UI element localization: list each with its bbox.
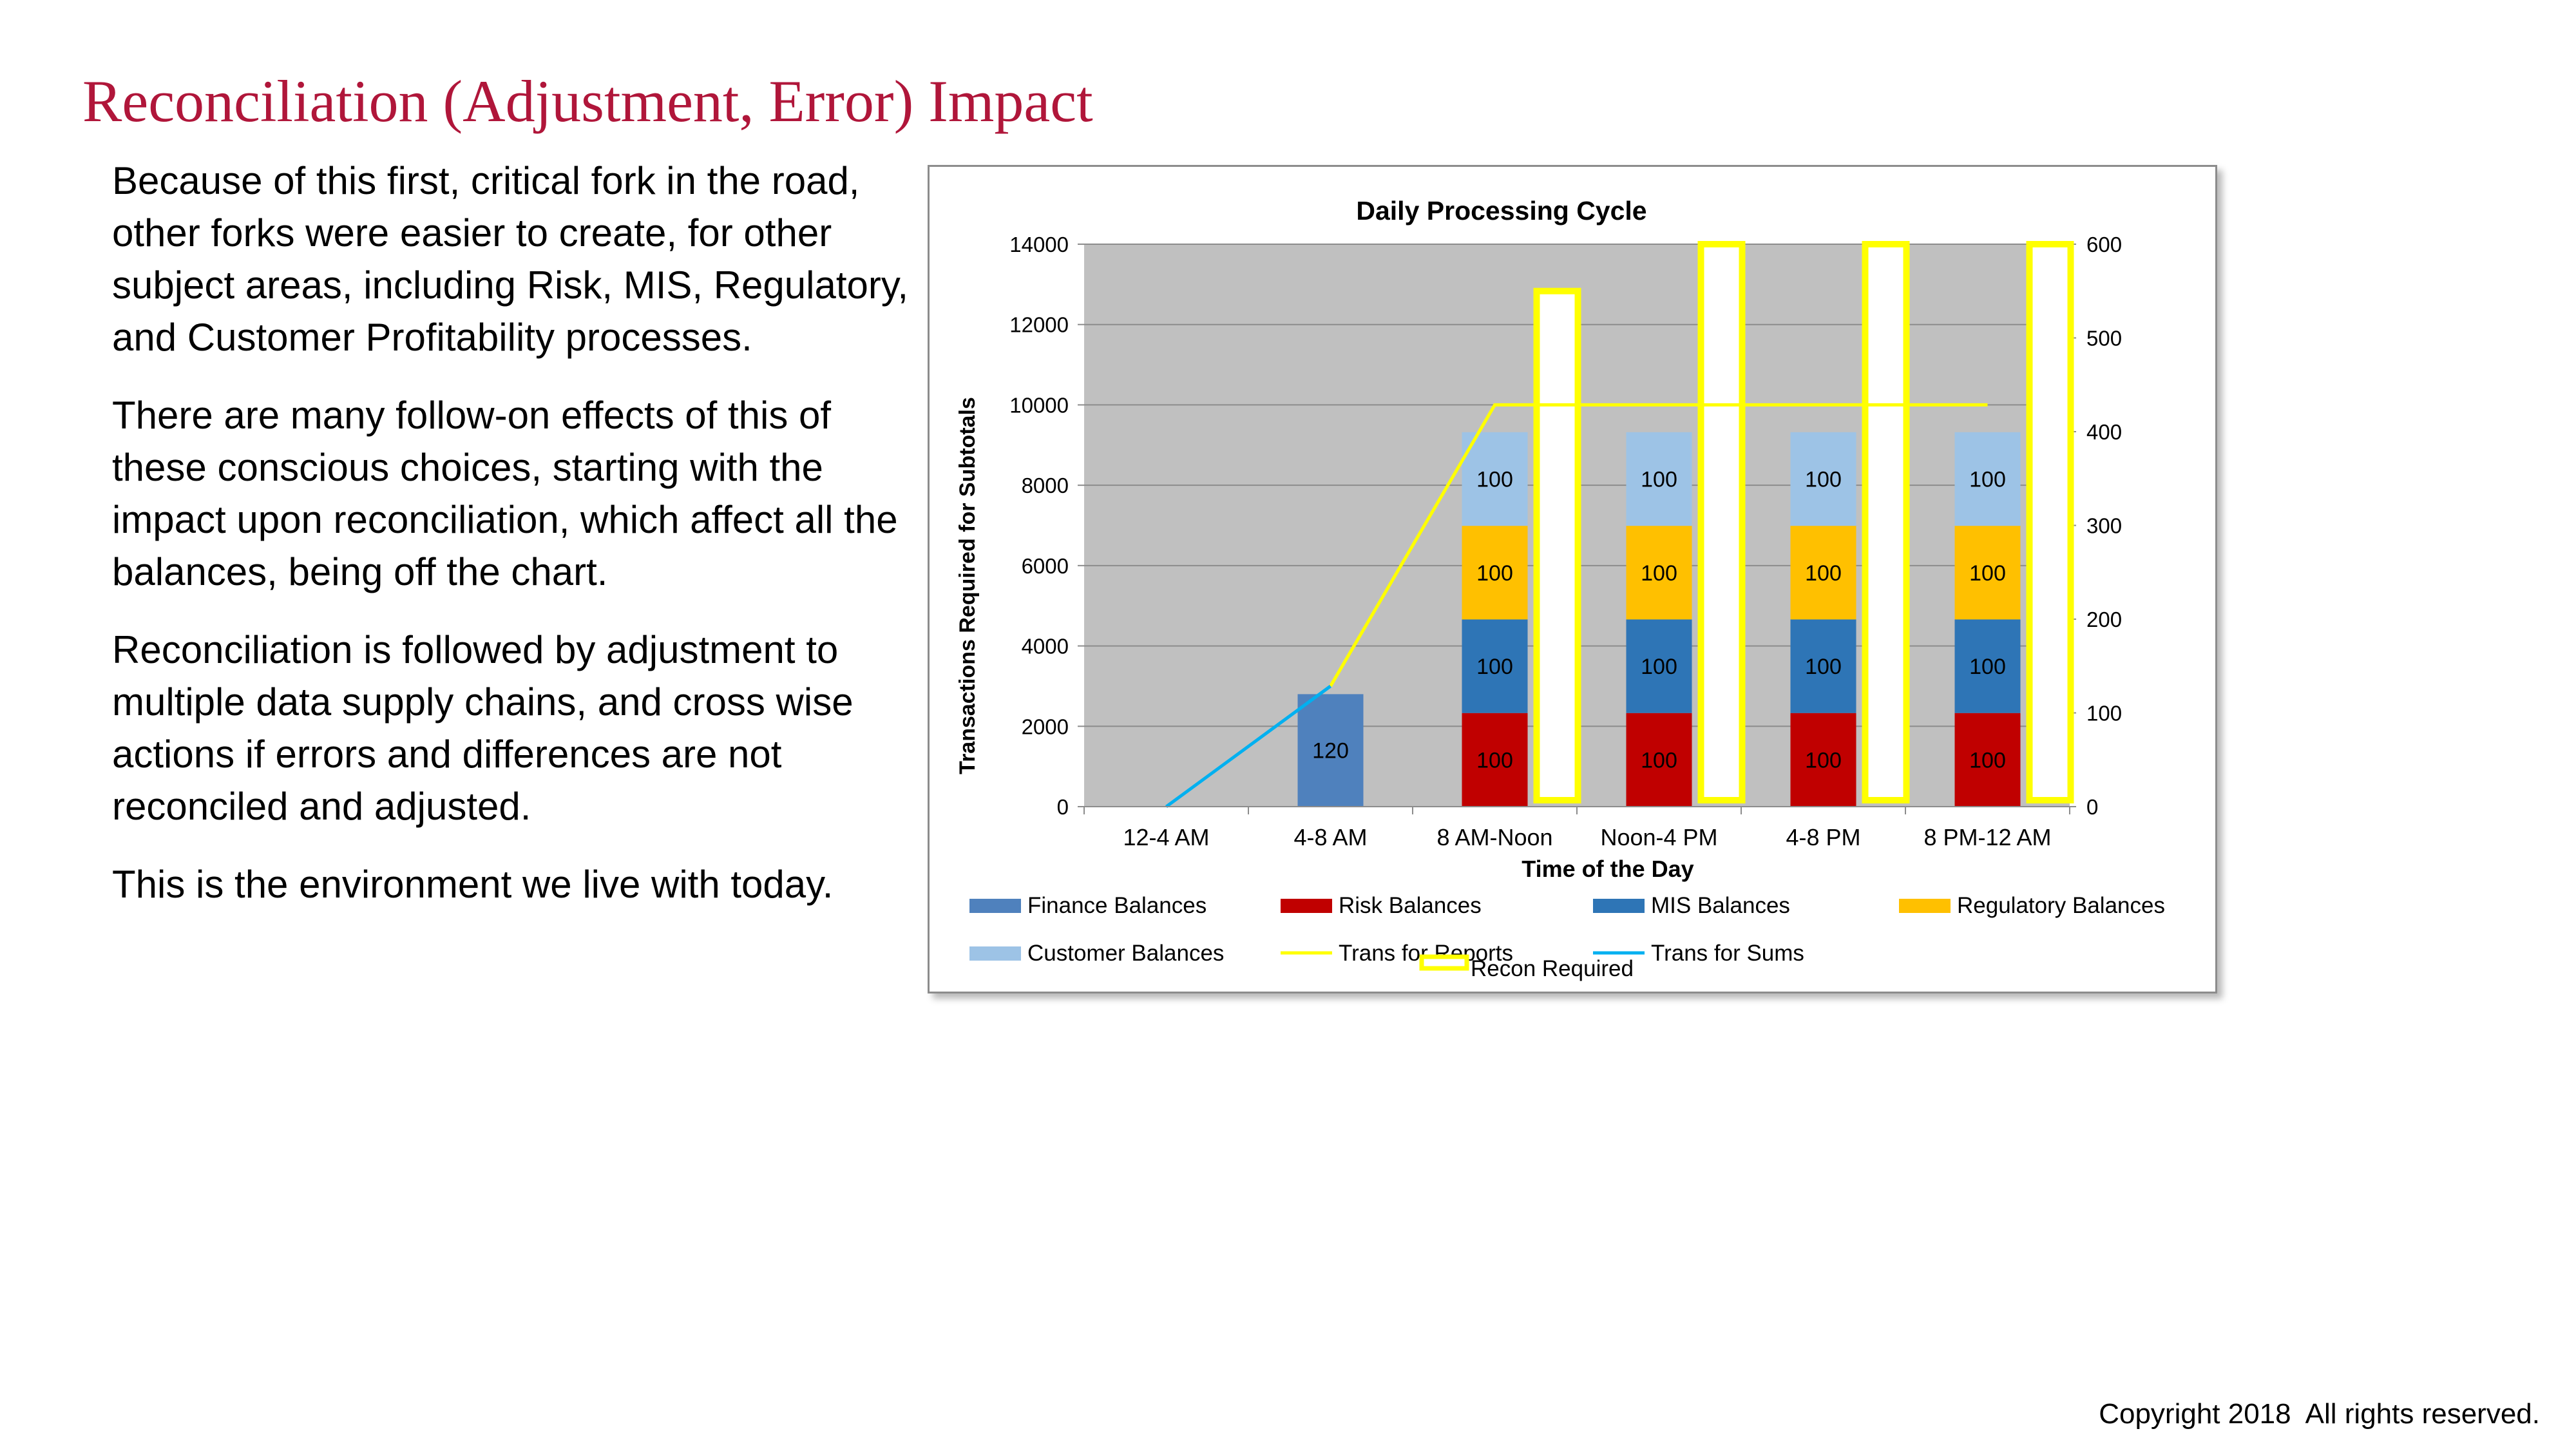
y-tick-label: 10000: [1009, 393, 1069, 417]
paragraph-fork: Because of this first, critical fork in …: [112, 159, 909, 359]
customer-balances-data-label: 100: [1969, 467, 2006, 492]
paragraph-environment: This is the environment we live with tod…: [112, 863, 834, 906]
risk-balances-bar: [1462, 713, 1528, 807]
y2-tick-label: 300: [2086, 514, 2122, 538]
mis-balances-legend-swatch: [1593, 899, 1645, 913]
paragraph-follow-on-effects: There are many follow-on effects of this…: [112, 394, 898, 593]
recon-required-bar: [1697, 241, 1746, 803]
x-tick-label: 8 AM-Noon: [1436, 824, 1552, 850]
mis-balances-legend-label: MIS Balances: [1651, 893, 1790, 918]
risk-balances-bar: [1790, 713, 1856, 807]
trans-for-reports-line: [1329, 403, 1988, 687]
mis-balances-data-label: 100: [1805, 655, 1842, 679]
y-tick-label: 2000: [1022, 715, 1069, 738]
y2-tick-label: 100: [2086, 702, 2122, 725]
regulatory-balances-legend-swatch: [1899, 899, 1951, 913]
recon-required-legend-label: Recon Required: [1471, 956, 1634, 981]
y2-tick-label: 0: [2086, 795, 2098, 819]
daily-processing-chart: Daily Processing Cycle Time of the Day T…: [955, 196, 2165, 981]
mis-balances-bar: [1954, 619, 2021, 713]
paragraph-reconciliation: Reconciliation is followed by adjustment…: [112, 628, 854, 828]
customer-balances-data-label: 100: [1641, 467, 1677, 492]
regulatory-balances-bar: [1790, 526, 1856, 620]
finance-balances-legend-label: Finance Balances: [1027, 893, 1207, 918]
x-tick-label: 8 PM-12 AM: [1923, 824, 2051, 850]
recon-required-legend-swatch: [1419, 954, 1469, 971]
slide-title: Reconciliation (Adjustment, Error) Impac…: [82, 68, 1093, 134]
regulatory-balances-data-label: 100: [1476, 561, 1513, 586]
risk-balances-bar: [1626, 713, 1692, 807]
finance-balances-data-label: 120: [1312, 739, 1349, 763]
mis-balances-data-label: 100: [1641, 655, 1677, 679]
risk-balances-bar: [1954, 713, 2021, 807]
customer-balances-bar: [1462, 432, 1528, 526]
regulatory-balances-data-label: 100: [1641, 561, 1677, 586]
chart-title: Daily Processing Cycle: [1356, 196, 1646, 226]
y2-tick-label: 500: [2086, 327, 2122, 350]
risk-balances-data-label: 100: [1476, 748, 1513, 772]
y-axis-title: Transactions Required for Subtotals: [955, 397, 980, 774]
customer-balances-legend-swatch: [969, 946, 1021, 961]
x-axis-title: Time of the Day: [1522, 856, 1693, 882]
risk-balances-legend-label: Risk Balances: [1339, 893, 1482, 918]
customer-balances-data-label: 100: [1476, 467, 1513, 492]
mis-balances-bar: [1626, 619, 1692, 713]
y-tick-label: 14000: [1009, 233, 1069, 256]
recon-required-bar: [1862, 241, 1910, 803]
customer-balances-bar: [1626, 432, 1692, 526]
x-tick-label: 12-4 AM: [1123, 824, 1209, 850]
regulatory-balances-data-label: 100: [1969, 561, 2006, 586]
y-tick-label: 12000: [1009, 313, 1069, 337]
copyright: Copyright 2018 All rights reserved.: [2099, 1398, 2540, 1430]
mis-balances-bar: [1462, 619, 1528, 713]
recon-required-bar: [2026, 241, 2074, 803]
finance-balances-legend-swatch: [969, 899, 1021, 913]
trans-for-sums-line: [1165, 684, 1331, 809]
customer-balances-data-label: 100: [1805, 467, 1842, 492]
y2-tick-label: 400: [2086, 420, 2122, 444]
customer-balances-bar: [1790, 432, 1856, 526]
customer-balances-legend-label: Customer Balances: [1027, 941, 1224, 966]
mis-balances-bar: [1790, 619, 1856, 713]
x-tick-label: 4-8 PM: [1786, 824, 1860, 850]
mis-balances-data-label: 100: [1969, 655, 2006, 679]
y-tick-label: 0: [1057, 795, 1069, 819]
y-tick-label: 6000: [1022, 554, 1069, 578]
regulatory-balances-bar: [1626, 526, 1692, 620]
customer-balances-bar: [1954, 432, 2021, 526]
recon-required-bar: [1533, 287, 1581, 803]
risk-balances-data-label: 100: [1805, 748, 1842, 772]
risk-balances-legend-swatch: [1281, 899, 1332, 913]
regulatory-balances-bar: [1954, 526, 2021, 620]
trans-for-sums-legend-label: Trans for Sums: [1651, 941, 1804, 966]
regulatory-balances-legend-label: Regulatory Balances: [1957, 893, 2165, 918]
x-tick-label: Noon-4 PM: [1600, 824, 1717, 850]
risk-balances-data-label: 100: [1641, 748, 1677, 772]
risk-balances-data-label: 100: [1969, 748, 2006, 772]
y2-tick-label: 200: [2086, 608, 2122, 631]
y-tick-label: 8000: [1022, 474, 1069, 497]
chart-frame: Daily Processing Cycle Time of the Day T…: [928, 165, 2217, 993]
y-tick-label: 4000: [1022, 635, 1069, 658]
mis-balances-data-label: 100: [1476, 655, 1513, 679]
finance-balances-bar: [1297, 694, 1364, 807]
body-text: Because of this first, critical fork in …: [112, 155, 924, 936]
regulatory-balances-bar: [1462, 526, 1528, 620]
y2-tick-label: 600: [2086, 233, 2122, 256]
regulatory-balances-data-label: 100: [1805, 561, 1842, 586]
x-tick-label: 4-8 AM: [1293, 824, 1367, 850]
